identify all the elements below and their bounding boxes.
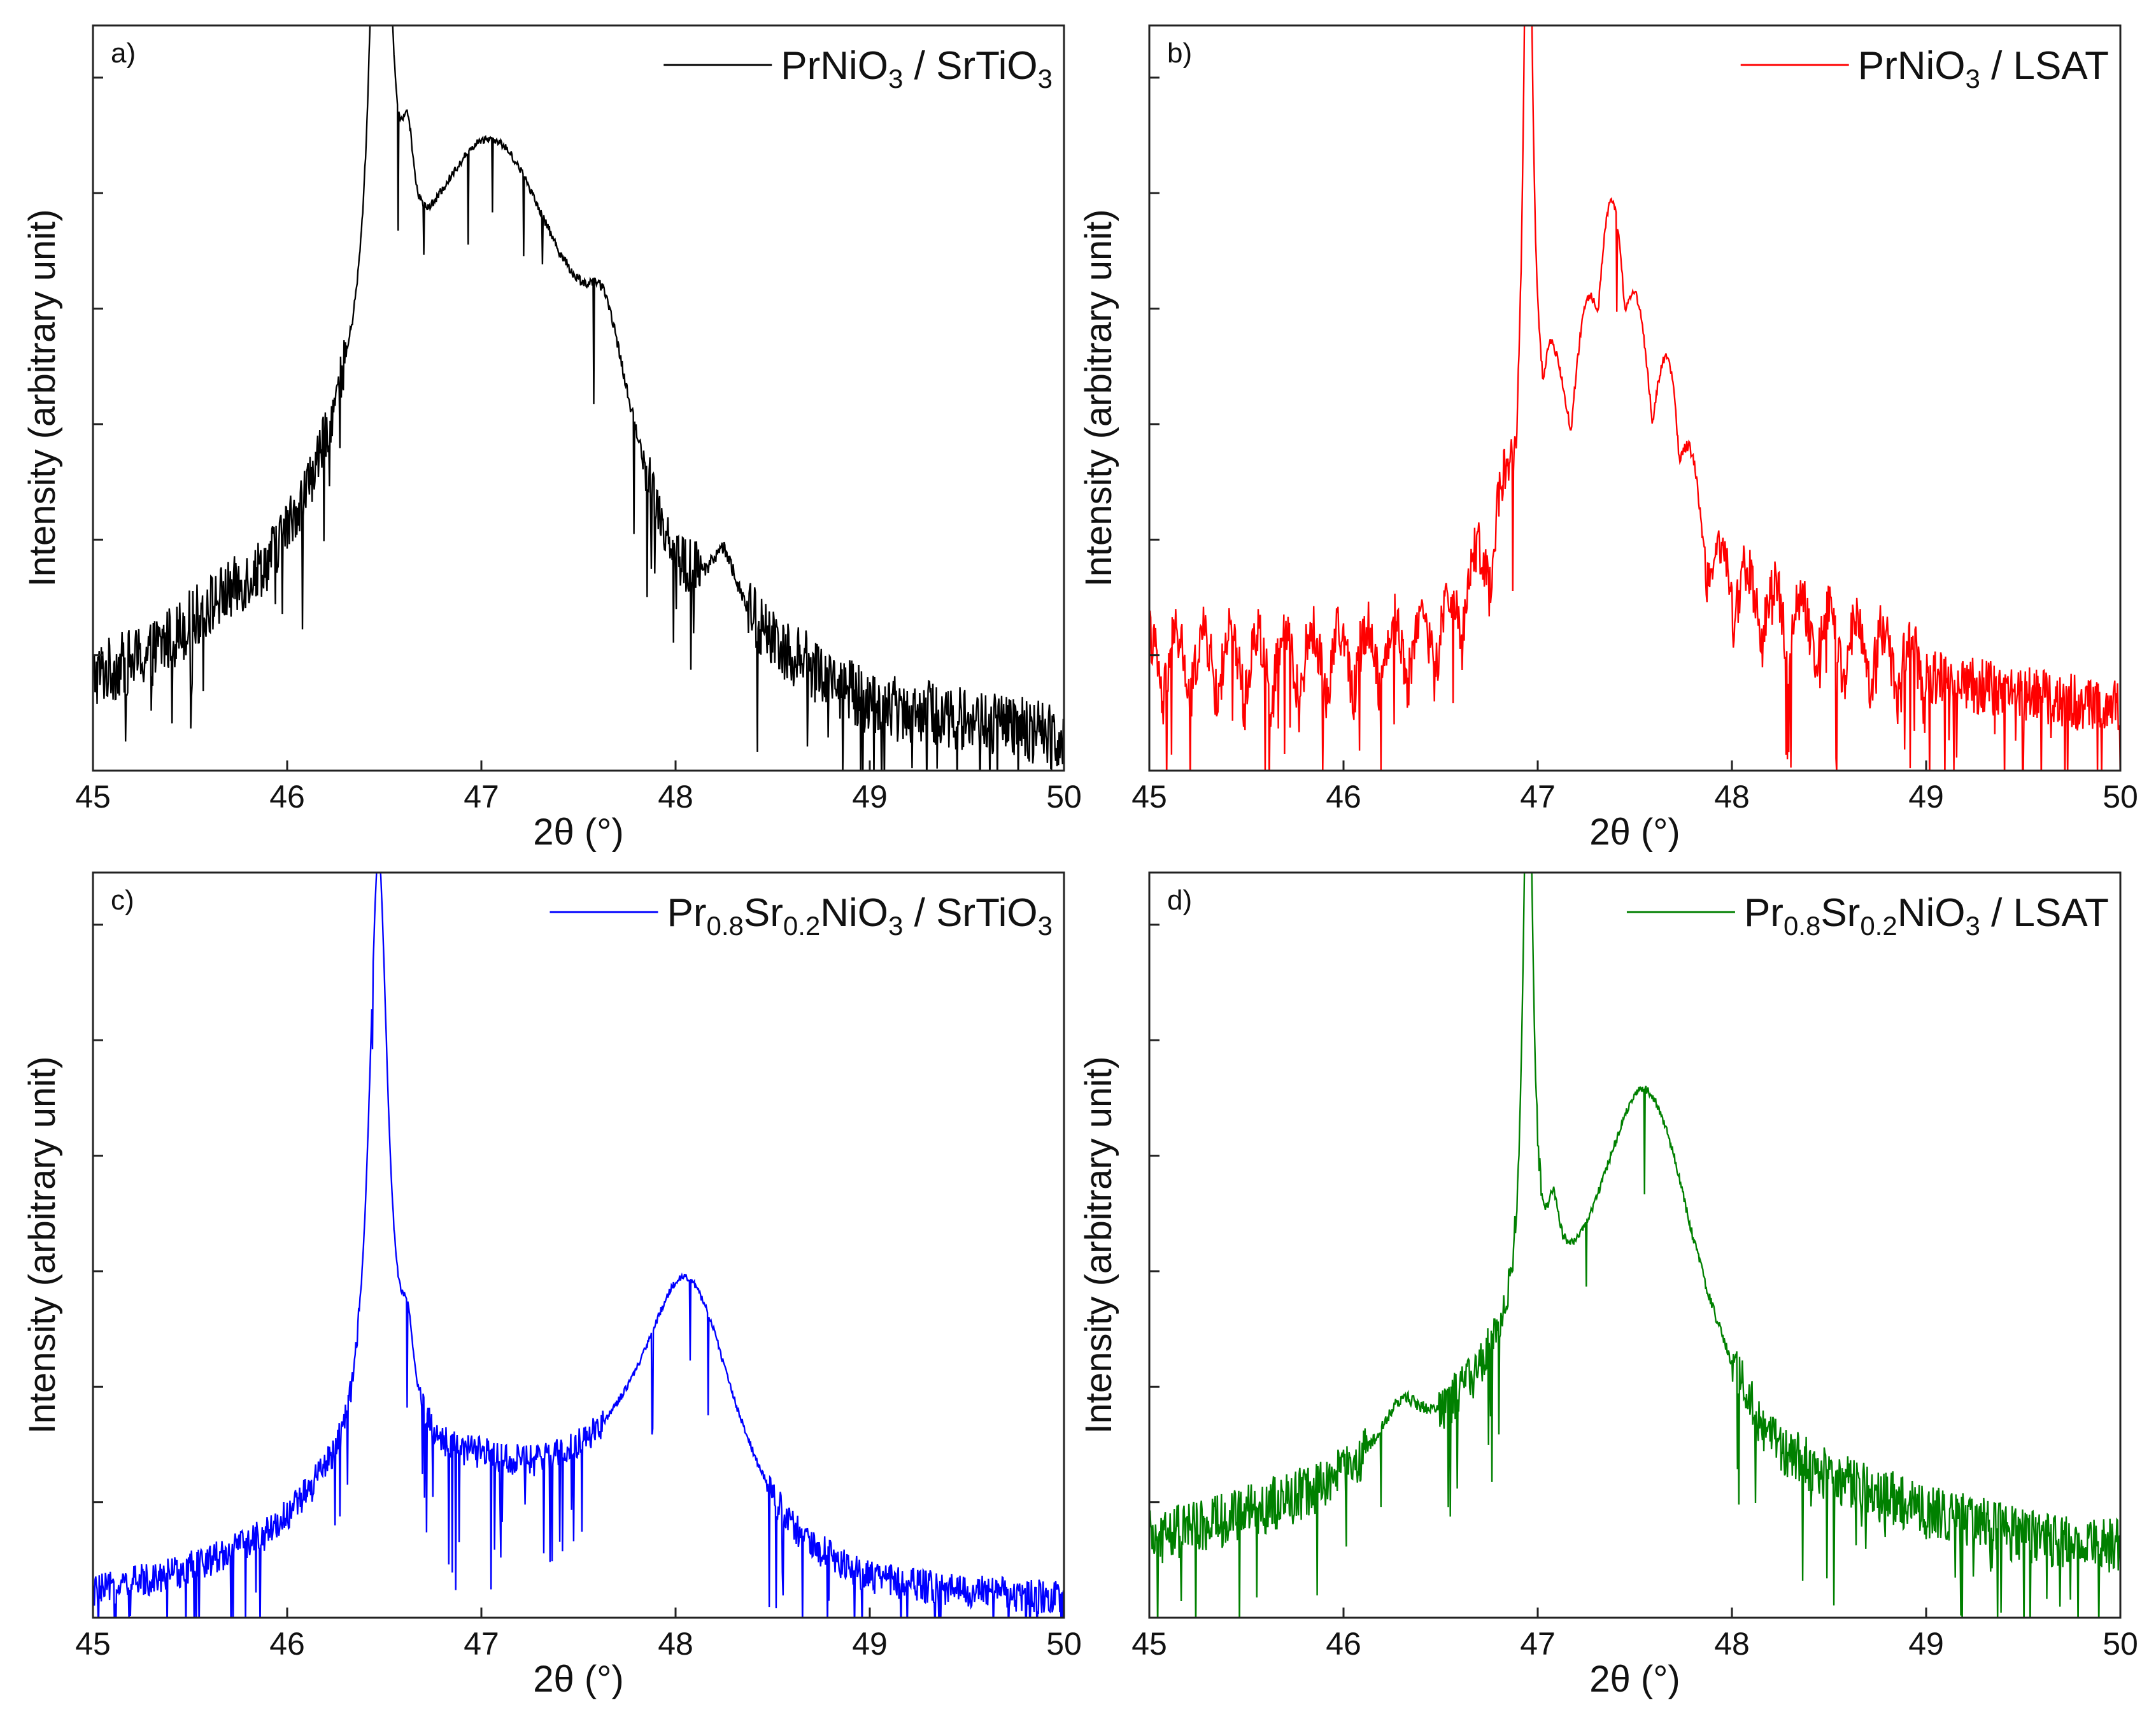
- legend-label: Pr0.8Sr0.2NiO3 / SrTiO3: [667, 891, 1053, 941]
- panel-label: a): [111, 38, 136, 69]
- panel-c: 45 46 47 48 49 50 2θ (°) Intensity (arbitrary u…: [22, 871, 1082, 1700]
- x-tick-label: 45: [1131, 779, 1167, 815]
- legend-text-part: Pr: [1744, 891, 1784, 935]
- y-axis-title: Intensity (arbitrary unit): [22, 209, 63, 587]
- x-tick-label: 47: [1520, 779, 1556, 815]
- legend-subscript: 0.2: [1860, 911, 1897, 941]
- legend-label: PrNiO3 / SrTiO3: [781, 44, 1053, 94]
- plot-frame: [1148, 871, 2122, 1619]
- panel-label: d): [1167, 885, 1192, 916]
- x-tick-label: 45: [75, 1626, 111, 1662]
- x-tick-label: 48: [658, 779, 693, 815]
- x-tick-label: 50: [2103, 1626, 2138, 1662]
- legend-text-part: NiO: [820, 891, 888, 935]
- x-axis-title: 2θ (°): [1589, 1658, 1680, 1700]
- x-axis-title: 2θ (°): [533, 811, 623, 853]
- panel-label: c): [111, 885, 134, 916]
- legend: PrNiO3 / LSAT: [1740, 44, 2109, 94]
- series-line-b: [1149, 25, 2120, 771]
- legend-subscript: 3: [1966, 64, 1980, 94]
- plot-frame: [92, 24, 1065, 772]
- legend-subscript: 3: [1038, 64, 1053, 94]
- x-tick-label: 46: [269, 1626, 305, 1662]
- x-tick-label: 50: [1046, 1626, 1082, 1662]
- x-tick-label: 46: [1326, 779, 1361, 815]
- x-tick-label: 47: [1520, 1626, 1556, 1662]
- x-tick-label: 47: [464, 779, 499, 815]
- x-tick-label: 49: [1908, 1626, 1944, 1662]
- legend-text-part: / SrTiO: [903, 891, 1037, 935]
- legend-subscript: 0.8: [706, 911, 743, 941]
- legend-subscript: 0.2: [783, 911, 820, 941]
- panel-label: b): [1167, 38, 1192, 69]
- panel-a: 45 46 47 48 49 50 2θ (°) Intensity (arbitrary u…: [22, 24, 1082, 853]
- legend-subscript: 3: [888, 64, 903, 94]
- legend-text-part: / LSAT: [1980, 891, 2109, 935]
- x-tick-label: 45: [1131, 1626, 1167, 1662]
- y-axis-title: Intensity (arbitrary unit): [22, 1056, 63, 1434]
- plot-frame: [92, 871, 1065, 1619]
- series-line-c: [93, 873, 1064, 1618]
- x-tick-label: 49: [1908, 779, 1944, 815]
- x-tick-label: 46: [269, 779, 305, 815]
- legend-label: PrNiO3 / LSAT: [1858, 44, 2109, 94]
- x-tick-label: 48: [1714, 1626, 1750, 1662]
- series-line-a: [93, 25, 1064, 771]
- panel-d: 45 46 47 48 49 50 2θ (°) Intensity (arbitrary u…: [1078, 871, 2138, 1700]
- x-tick-label: 46: [1326, 1626, 1361, 1662]
- legend-subscript: 3: [1966, 911, 1980, 941]
- legend-text-part: Sr: [1820, 891, 1860, 935]
- x-tick-label: 48: [1714, 779, 1750, 815]
- legend-subscript: 0.8: [1784, 911, 1820, 941]
- x-tick-label: 47: [464, 1626, 499, 1662]
- legend-subscript: 3: [888, 911, 903, 941]
- legend-subscript: 3: [1038, 911, 1053, 941]
- legend: Pr0.8Sr0.2NiO3 / LSAT: [1626, 891, 2109, 941]
- panel-b: 45 46 47 48 49 50 2θ (°) Intensity (arbitrary u…: [1078, 24, 2138, 853]
- legend-text-part: NiO: [1897, 891, 1966, 935]
- x-tick-label: 48: [658, 1626, 693, 1662]
- plot-frame: [1148, 24, 2122, 772]
- x-axis-title: 2θ (°): [533, 1658, 623, 1700]
- legend-label: Pr0.8Sr0.2NiO3 / LSAT: [1744, 891, 2109, 941]
- legend-text-part: Sr: [744, 891, 783, 935]
- legend-text-part: / LSAT: [1980, 44, 2109, 88]
- legend: PrNiO3 / SrTiO3: [663, 44, 1053, 94]
- x-tick-label: 50: [1046, 779, 1082, 815]
- legend-text-part: PrNiO: [1858, 44, 1966, 88]
- series-line-d: [1149, 873, 2120, 1618]
- x-tick-label: 49: [852, 779, 888, 815]
- x-axis-title: 2θ (°): [1589, 811, 1680, 853]
- x-tick-label: 49: [852, 1626, 888, 1662]
- legend-text-part: / SrTiO: [903, 44, 1037, 88]
- legend-text-part: Pr: [667, 891, 706, 935]
- x-tick-label: 50: [2103, 779, 2138, 815]
- legend-text-part: PrNiO: [781, 44, 888, 88]
- legend: Pr0.8Sr0.2NiO3 / SrTiO3: [550, 891, 1053, 941]
- x-tick-label: 45: [75, 779, 111, 815]
- y-axis-title: Intensity (arbitrary unit): [1078, 1056, 1119, 1434]
- y-axis-title: Intensity (arbitrary unit): [1078, 209, 1119, 587]
